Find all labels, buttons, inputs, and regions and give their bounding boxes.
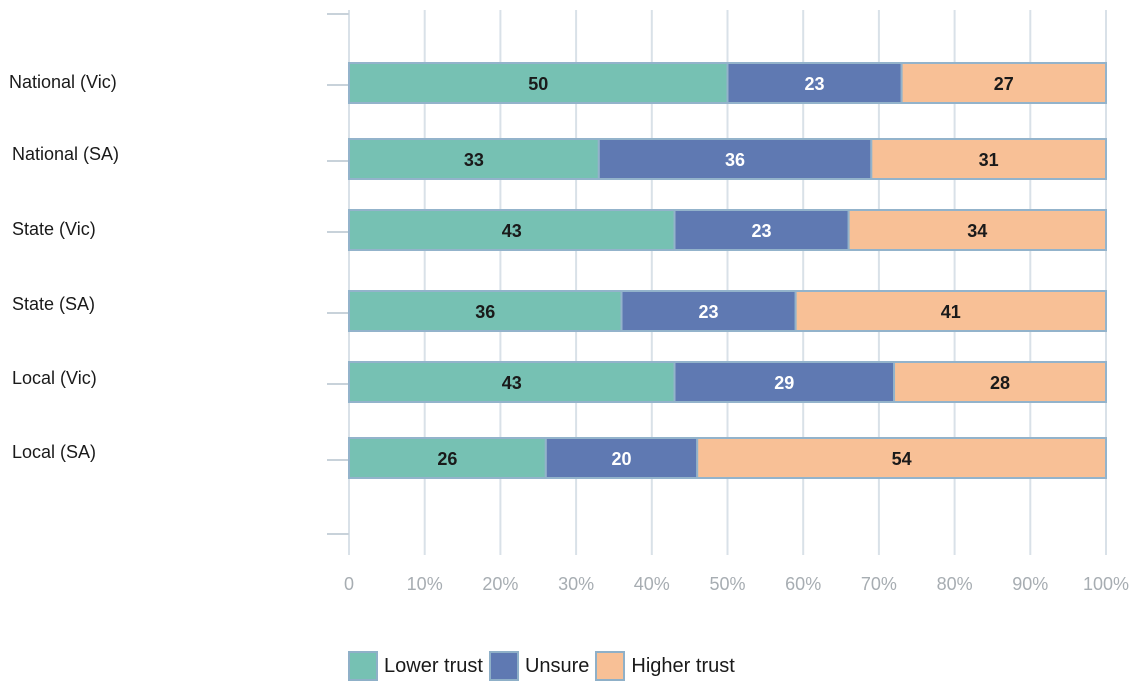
bar-segment-unsure (673, 209, 850, 251)
data-label: 33 (464, 150, 484, 170)
category-label: Local (SA) (12, 442, 96, 462)
x-tick-label: 90% (1012, 574, 1048, 594)
legend-item-lower-trust: Lower trust (348, 651, 483, 681)
legend-swatch-higher-trust (595, 651, 626, 681)
data-label: 28 (990, 373, 1010, 393)
bar-segment-higher-trust (900, 62, 1107, 104)
data-label: 31 (979, 150, 999, 170)
x-tick-label: 20% (482, 574, 518, 594)
x-tick-label: 10% (407, 574, 443, 594)
bar-segment-unsure (597, 138, 873, 180)
stacked-bar-chart: 0 10% 20% 30% 40% 50% 60% 70% 80% 90% 100% National… (9, 10, 1129, 594)
data-label: 20 (612, 449, 632, 469)
data-label: 54 (892, 449, 912, 469)
legend: Lower trust Unsure Higher trust (348, 649, 741, 683)
bar-segment-unsure (726, 62, 903, 104)
legend-label-higher-trust: Higher trust (631, 654, 735, 677)
bar-segment-higher-trust (893, 361, 1107, 403)
data-label: 41 (941, 302, 961, 322)
category-label: Local (Vic) (12, 368, 97, 388)
x-tick-label: 60% (785, 574, 821, 594)
data-label: 29 (774, 373, 794, 393)
category-label: National (SA) (12, 144, 119, 164)
bar-segment-lower-trust (348, 138, 600, 180)
bar-segment-unsure (673, 361, 896, 403)
bar-segment-higher-trust (794, 290, 1107, 332)
legend-item-unsure: Unsure (488, 651, 590, 681)
x-tick-label: 0 (344, 574, 354, 594)
bar-segment-lower-trust (348, 290, 623, 332)
data-label: 27 (994, 74, 1014, 94)
data-label: 26 (437, 449, 457, 469)
category-label: National (Vic) (9, 72, 117, 92)
x-tick-label: 70% (861, 574, 897, 594)
bar-segment-lower-trust (348, 209, 676, 251)
x-tick-label: 100% (1083, 574, 1129, 594)
legend-item-higher-trust: Higher trust (595, 651, 735, 681)
bar-segment-lower-trust (348, 62, 729, 104)
bar-segment-higher-trust (870, 138, 1108, 180)
data-label: 23 (699, 302, 719, 322)
data-label: 43 (502, 221, 522, 241)
data-label: 34 (967, 221, 987, 241)
data-label: 43 (502, 373, 522, 393)
data-label: 50 (528, 74, 548, 94)
legend-swatch-lower-trust (348, 651, 378, 681)
x-tick-label: 30% (558, 574, 594, 594)
category-label: State (Vic) (12, 219, 96, 239)
data-label: 23 (805, 74, 825, 94)
data-label: 36 (725, 150, 745, 170)
legend-label-lower-trust: Lower trust (384, 654, 483, 677)
bar-segment-higher-trust (696, 437, 1107, 479)
legend-swatch-unsure (488, 651, 519, 681)
bar-segment-unsure (620, 290, 797, 332)
data-label: 23 (752, 221, 772, 241)
x-tick-label: 40% (634, 574, 670, 594)
data-label: 36 (475, 302, 495, 322)
category-label: State (SA) (12, 294, 95, 314)
bar-segment-higher-trust (847, 209, 1107, 251)
legend-label-unsure: Unsure (524, 654, 590, 677)
x-tick-label: 50% (709, 574, 745, 594)
x-tick-label: 80% (937, 574, 973, 594)
